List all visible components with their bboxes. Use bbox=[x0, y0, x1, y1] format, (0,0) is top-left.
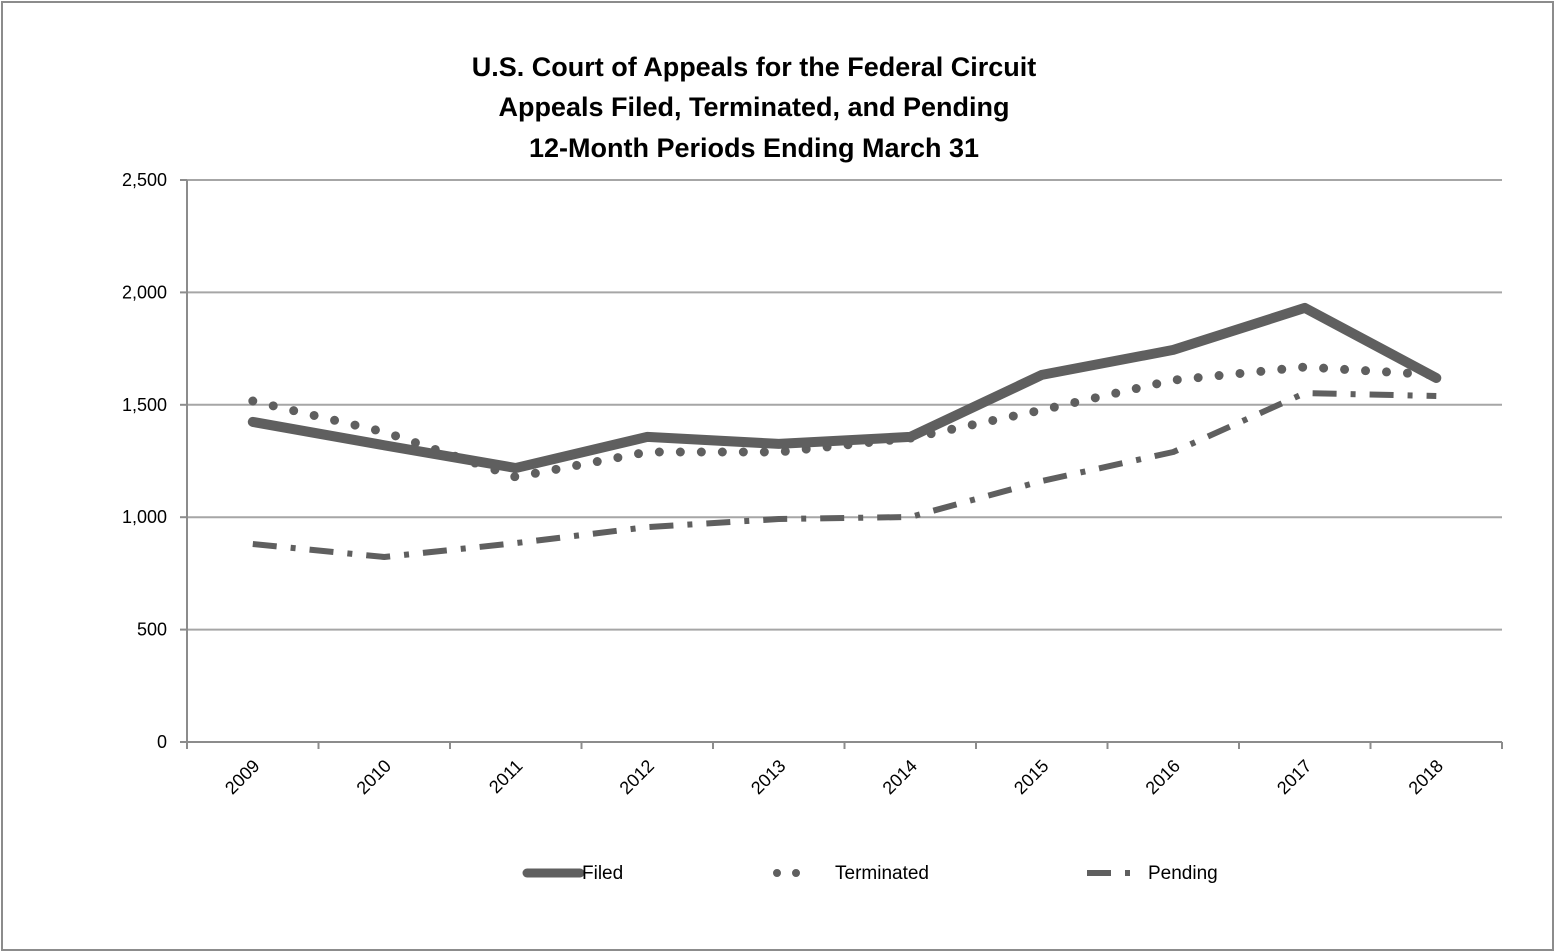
legend-label-pending: Pending bbox=[1148, 863, 1218, 884]
series-line-filed bbox=[247, 302, 1442, 473]
legend-item-terminated[interactable]: Terminated bbox=[773, 863, 929, 884]
legend-label-terminated: Terminated bbox=[835, 863, 929, 884]
chart-title-line-1: U.S. Court of Appeals for the Federal Ci… bbox=[472, 52, 1037, 82]
y-axis: 0 500 1,000 1,500 2,000 2,500 bbox=[122, 170, 188, 752]
gridlines bbox=[187, 179, 1502, 631]
series-line-pending bbox=[252, 390, 1437, 560]
x-tick-label: 2015 bbox=[1010, 756, 1052, 798]
chart-title-line-2: Appeals Filed, Terminated, and Pending bbox=[498, 92, 1009, 122]
chart-title-line-3: 12-Month Periods Ending March 31 bbox=[529, 133, 979, 163]
legend-label-filed: Filed bbox=[582, 863, 623, 884]
x-tick-label: 2014 bbox=[879, 756, 921, 798]
chart-title: U.S. Court of Appeals for the Federal Ci… bbox=[472, 52, 1037, 163]
x-tick-label: 2010 bbox=[353, 756, 395, 798]
x-tick-label: 2009 bbox=[221, 756, 263, 798]
legend: Filed Terminated Pending bbox=[522, 863, 1218, 884]
x-tick-label: 2012 bbox=[616, 756, 658, 798]
y-tick-label: 1,000 bbox=[122, 507, 167, 527]
series-lines bbox=[247, 302, 1442, 560]
y-tick-label: 0 bbox=[157, 732, 167, 752]
y-tick-label: 2,000 bbox=[122, 282, 167, 302]
x-axis: 2009 2010 2011 2012 2013 2014 2015 2016 2017 2018 bbox=[186, 741, 1503, 798]
y-tick-label: 2,500 bbox=[122, 170, 167, 190]
x-tick-label: 2013 bbox=[747, 756, 789, 798]
legend-item-pending[interactable]: Pending bbox=[1087, 863, 1218, 884]
y-tick-label: 1,500 bbox=[122, 395, 167, 415]
x-tick-label: 2016 bbox=[1142, 756, 1184, 798]
legend-item-filed[interactable]: Filed bbox=[522, 863, 623, 884]
series-line-terminated bbox=[248, 362, 1441, 482]
x-tick-label: 2017 bbox=[1273, 756, 1315, 798]
y-tick-label: 500 bbox=[137, 620, 167, 640]
x-tick-label: 2018 bbox=[1405, 756, 1447, 798]
x-tick-label: 2011 bbox=[485, 756, 527, 798]
